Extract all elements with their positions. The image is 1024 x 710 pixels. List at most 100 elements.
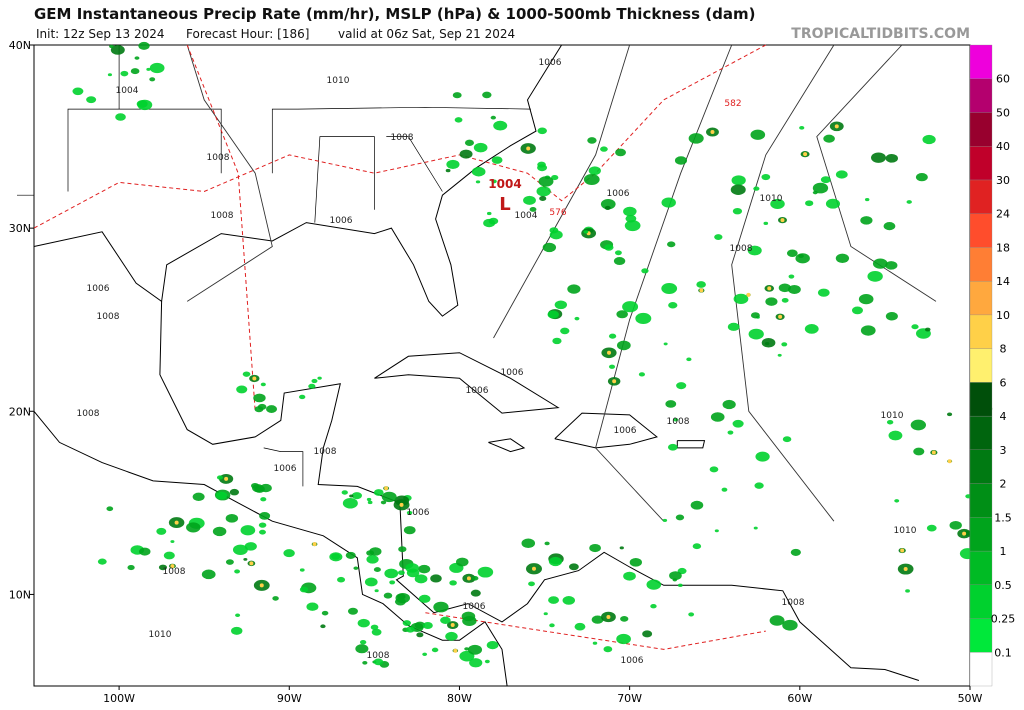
precip-cell (464, 647, 470, 651)
precip-cell (562, 596, 576, 605)
precip-cell (551, 174, 559, 181)
precip-core (947, 459, 952, 464)
precip-cell (373, 567, 381, 573)
precip-cell (311, 378, 318, 384)
precip-cell (106, 506, 114, 512)
precip-cell (259, 529, 266, 535)
precip-cell (864, 198, 870, 202)
precip-cell (138, 41, 150, 50)
precip-cell (750, 129, 766, 140)
precip-cell (366, 497, 372, 502)
precip-cell (405, 563, 419, 573)
precip-cell (299, 586, 309, 593)
isobar-label: 1006 (501, 368, 524, 378)
precip-cell (353, 566, 359, 570)
precip-cell (299, 394, 306, 400)
map-frame (33, 44, 971, 687)
precip-cell (337, 576, 346, 583)
precip-core (531, 566, 536, 571)
isobar-label: 1008 (211, 211, 234, 221)
precip-cell (156, 527, 167, 535)
precip-cell (402, 620, 412, 626)
precip-cell (911, 324, 919, 330)
precip-cell (835, 253, 850, 263)
precip-cell (619, 546, 624, 550)
colorbar-box (969, 247, 993, 282)
precip-cell (574, 316, 580, 321)
isobar-label: 1004 (116, 86, 139, 96)
precip-cell (661, 282, 678, 295)
precip-cell (770, 198, 785, 210)
precip-cell (548, 556, 563, 567)
precip-cell (240, 525, 256, 536)
colorbar-label: 10 (996, 309, 1010, 322)
thickness-line (33, 44, 767, 229)
precip-cell (547, 310, 559, 319)
precip-cell (490, 115, 496, 120)
precip-cell (915, 172, 928, 182)
precip-cell (406, 510, 413, 515)
precip-core (466, 576, 471, 581)
precip-core (803, 152, 808, 157)
precip-cell (782, 619, 798, 631)
precip-core (778, 314, 783, 319)
precip-cell (232, 544, 248, 556)
precip-cell (362, 661, 368, 665)
precip-cell (433, 601, 449, 613)
precip-cell (638, 372, 646, 377)
precip-cell (692, 543, 702, 550)
precip-cell (817, 288, 830, 297)
precip-cell (592, 641, 598, 645)
precip-cell (486, 641, 499, 650)
precip-cell (782, 436, 792, 443)
precip-core (834, 124, 839, 129)
isobar-label: 1008 (77, 409, 100, 419)
precip-core (767, 286, 772, 291)
precip-cell (885, 312, 898, 321)
colorbar-label: 24 (996, 208, 1010, 221)
precip-cell (727, 430, 734, 435)
precip-cell (253, 393, 266, 403)
precip-cell (588, 166, 601, 175)
precip-core (170, 564, 175, 569)
precip-cell (906, 200, 912, 204)
precip-cell (690, 500, 704, 510)
precip-cell (216, 475, 224, 480)
precip-cell (260, 382, 266, 387)
precip-cell (158, 564, 168, 571)
isobar-label: 1006 (614, 426, 637, 436)
precip-cell (616, 340, 631, 351)
precip-cell (761, 173, 771, 181)
precip-cell (872, 258, 888, 269)
precip-cell (383, 592, 393, 599)
precip-cell (201, 569, 216, 580)
precip-cell (608, 364, 616, 369)
precip-cell (251, 482, 260, 489)
precip-cell (886, 419, 894, 425)
lon-label: 70W (617, 692, 642, 705)
precip-cell (722, 399, 736, 410)
credit: TROPICALTIDBITS.COM (791, 26, 970, 42)
isobar (186, 44, 273, 302)
precip-cell (231, 626, 243, 635)
precip-cell (374, 589, 379, 593)
precip-cell (380, 500, 387, 505)
precip-cell (97, 558, 107, 565)
precip-cell (650, 603, 657, 609)
coastline (159, 301, 920, 681)
precip-cell (688, 612, 695, 617)
precip-cell (149, 62, 165, 74)
colorbar-label: 60 (996, 73, 1010, 86)
precip-cell (747, 245, 762, 256)
low-symbol: L (499, 194, 510, 215)
precip-cell (905, 589, 910, 593)
precip-cell (259, 512, 271, 520)
isobar-label: 1008 (782, 598, 805, 608)
isobar-label: 1006 (87, 284, 110, 294)
precip-cell (488, 217, 499, 225)
precip-cell (418, 564, 431, 574)
precip-cell (459, 149, 473, 159)
precip-cell (369, 547, 382, 556)
